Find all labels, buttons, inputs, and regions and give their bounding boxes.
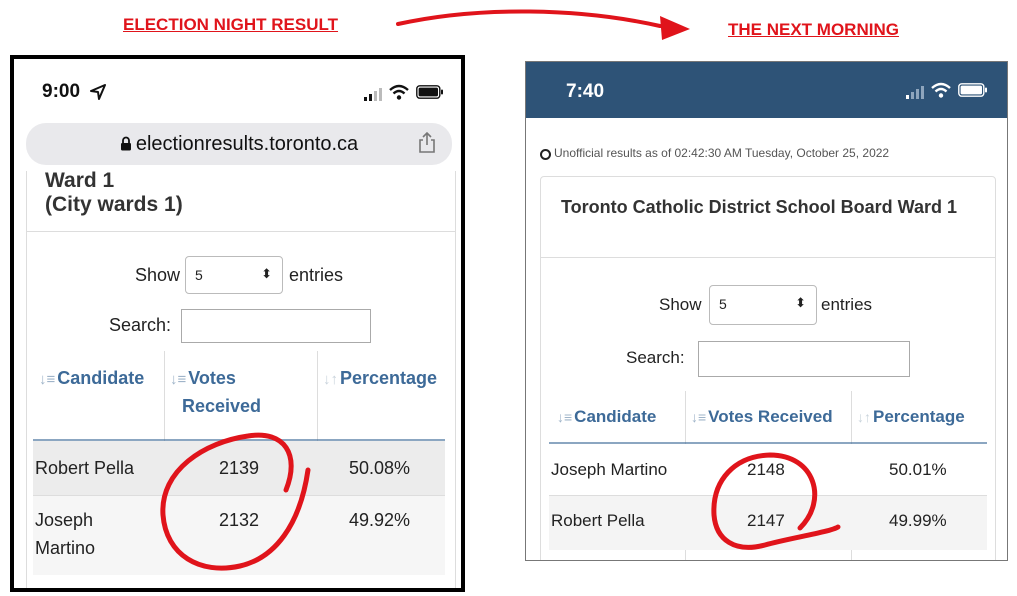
location-arrow-icon [90,84,106,100]
search-input[interactable] [181,309,371,343]
cell-percentage: 49.99% [889,511,947,530]
entries-label: entries [289,265,344,285]
wifi-icon [389,84,409,100]
unofficial-results-notice: Unofficial results as of 02:42:30 AM Tue… [540,146,889,160]
race-title: Toronto Catholic District School Board W… [561,197,958,217]
cell-candidate: Joseph Martino [551,460,668,479]
results-card: Toronto Catholic District School Board W… [540,176,996,560]
show-label: Show [659,295,702,314]
sort-icon: ↓≡ [557,409,573,425]
cell-candidate: Joseph [35,510,94,530]
signal-icon [906,86,924,99]
sort-icon: ↓↑ [857,409,871,425]
battery-icon [416,85,443,99]
cell-percentage: 50.08% [349,458,411,478]
header-percentage[interactable]: ↓↑ Percentage [323,368,438,388]
cell-candidate: Martino [35,538,96,558]
cell-percentage: 50.01% [889,460,947,479]
url-bar[interactable]: electionresults.toronto.ca [26,123,452,165]
caption-next-morning: THE NEXT MORNING [728,20,899,39]
cell-votes: 2132 [219,510,260,530]
share-icon[interactable] [418,132,436,154]
search-label: Search: [626,348,685,367]
sort-desc-icon: ↓≡ [170,371,187,388]
entries-label: entries [821,295,873,314]
cell-candidate: Robert Pella [35,458,135,478]
url-text: electionresults.toronto.ca [135,133,359,155]
race-title: Ward 1 (City wards 1) [45,169,183,216]
wifi-icon [931,82,951,98]
left-phone-screenshot: 9:00 electionresults.toronto.ca [10,55,465,592]
show-label: Show [135,265,181,285]
cell-candidate: Robert Pella [551,511,645,530]
results-card: Ward 1 (City wards 1) Show 5 ⬍ entries S… [26,169,456,588]
battery-icon [958,83,987,97]
search-label: Search: [109,315,172,335]
entries-select[interactable]: 5 ⬍ [709,285,817,325]
entries-select[interactable]: 5 ⬍ [185,256,283,294]
chevron-updown-icon: ⬍ [795,295,806,310]
cell-votes: 2148 [747,460,785,479]
status-time: 7:40 [566,81,605,102]
clock-icon [540,149,551,160]
lock-icon [120,136,131,151]
header-candidate[interactable]: ↓≡ Candidate [557,407,657,426]
sort-icon: ↓≡ [39,371,56,388]
status-bar: 9:00 [14,59,461,121]
header-candidate[interactable]: ↓≡ Candidate [39,368,145,388]
header-votes-received[interactable]: ↓≡ Votes Received [691,407,833,426]
red-arrow [396,9,662,28]
status-time: 9:00 [42,81,81,102]
search-input[interactable] [698,341,910,377]
status-bar: 7:40 [526,62,1007,118]
arrowhead-icon [660,16,690,40]
right-phone-screenshot: 7:40 Unofficial results as of 02:42:30 A… [525,61,1008,561]
cell-votes: 2139 [219,458,260,478]
sort-desc-icon: ↓≡ [691,409,707,425]
cell-votes: 2147 [747,511,785,530]
header-votes-received[interactable]: ↓≡ Votes Received [170,368,262,416]
cell-percentage: 49.92% [349,510,411,530]
chevron-updown-icon: ⬍ [261,266,272,281]
header-percentage[interactable]: ↓↑ Percentage [857,407,965,426]
sort-icon: ↓↑ [323,371,338,388]
signal-icon [364,88,382,101]
caption-election-night: ELECTION NIGHT RESULT [123,15,339,34]
